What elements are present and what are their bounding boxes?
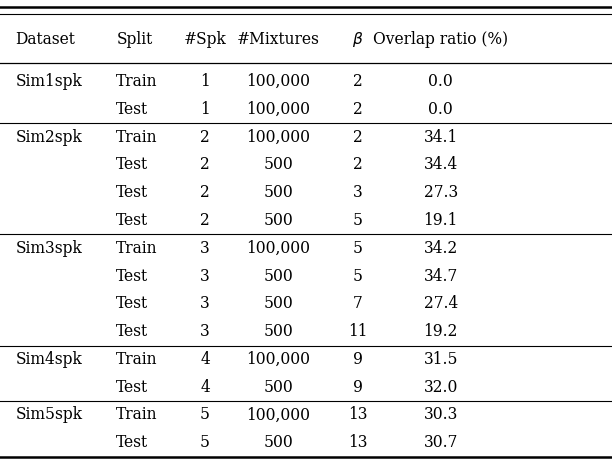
Text: Test: Test xyxy=(116,184,148,201)
Text: Test: Test xyxy=(116,267,148,285)
Text: 2: 2 xyxy=(353,129,363,145)
Text: 500: 500 xyxy=(264,323,293,340)
Text: 4: 4 xyxy=(200,379,210,396)
Text: 34.4: 34.4 xyxy=(424,157,458,173)
Text: Dataset: Dataset xyxy=(15,31,75,48)
Text: Split: Split xyxy=(116,31,152,48)
Text: Test: Test xyxy=(116,379,148,396)
Text: 100,000: 100,000 xyxy=(247,351,310,368)
Text: 3: 3 xyxy=(200,267,210,285)
Text: 19.1: 19.1 xyxy=(424,212,458,229)
Text: 4: 4 xyxy=(200,351,210,368)
Text: Test: Test xyxy=(116,295,148,312)
Text: 27.3: 27.3 xyxy=(424,184,458,201)
Text: Train: Train xyxy=(116,129,158,145)
Text: 7: 7 xyxy=(353,295,363,312)
Text: 3: 3 xyxy=(200,323,210,340)
Text: #Spk: #Spk xyxy=(184,31,226,48)
Text: 500: 500 xyxy=(264,157,293,173)
Text: 34.2: 34.2 xyxy=(424,240,458,257)
Text: 3: 3 xyxy=(200,240,210,257)
Text: 500: 500 xyxy=(264,379,293,396)
Text: Overlap ratio (%): Overlap ratio (%) xyxy=(373,31,508,48)
Text: 2: 2 xyxy=(200,157,210,173)
Text: Train: Train xyxy=(116,351,158,368)
Text: 2: 2 xyxy=(353,101,363,118)
Text: 9: 9 xyxy=(353,379,363,396)
Text: Sim2spk: Sim2spk xyxy=(15,129,82,145)
Text: 5: 5 xyxy=(353,267,363,285)
Text: 34.7: 34.7 xyxy=(424,267,458,285)
Text: 19.2: 19.2 xyxy=(424,323,458,340)
Text: 2: 2 xyxy=(200,212,210,229)
Text: 500: 500 xyxy=(264,295,293,312)
Text: 5: 5 xyxy=(200,434,210,451)
Text: 2: 2 xyxy=(353,157,363,173)
Text: 0.0: 0.0 xyxy=(428,101,453,118)
Text: 3: 3 xyxy=(200,295,210,312)
Text: 100,000: 100,000 xyxy=(247,73,310,90)
Text: 500: 500 xyxy=(264,267,293,285)
Text: $\beta$: $\beta$ xyxy=(353,30,364,49)
Text: Test: Test xyxy=(116,212,148,229)
Text: 27.4: 27.4 xyxy=(424,295,458,312)
Text: Sim5spk: Sim5spk xyxy=(15,406,83,424)
Text: #Mixtures: #Mixtures xyxy=(237,31,320,48)
Text: 100,000: 100,000 xyxy=(247,129,310,145)
Text: Test: Test xyxy=(116,157,148,173)
Text: 13: 13 xyxy=(348,434,368,451)
Text: 500: 500 xyxy=(264,434,293,451)
Text: 2: 2 xyxy=(353,73,363,90)
Text: 30.3: 30.3 xyxy=(424,406,458,424)
Text: 100,000: 100,000 xyxy=(247,240,310,257)
Text: 2: 2 xyxy=(200,184,210,201)
Text: 11: 11 xyxy=(348,323,368,340)
Text: 0.0: 0.0 xyxy=(428,73,453,90)
Text: 5: 5 xyxy=(200,406,210,424)
Text: 5: 5 xyxy=(353,212,363,229)
Text: Sim3spk: Sim3spk xyxy=(15,240,82,257)
Text: 3: 3 xyxy=(353,184,363,201)
Text: 100,000: 100,000 xyxy=(247,101,310,118)
Text: 13: 13 xyxy=(348,406,368,424)
Text: Train: Train xyxy=(116,240,158,257)
Text: Test: Test xyxy=(116,323,148,340)
Text: 1: 1 xyxy=(200,101,210,118)
Text: 9: 9 xyxy=(353,351,363,368)
Text: 31.5: 31.5 xyxy=(424,351,458,368)
Text: 100,000: 100,000 xyxy=(247,406,310,424)
Text: 5: 5 xyxy=(353,240,363,257)
Text: Test: Test xyxy=(116,434,148,451)
Text: Train: Train xyxy=(116,73,158,90)
Text: 2: 2 xyxy=(200,129,210,145)
Text: 1: 1 xyxy=(200,73,210,90)
Text: 500: 500 xyxy=(264,212,293,229)
Text: Train: Train xyxy=(116,406,158,424)
Text: 34.1: 34.1 xyxy=(424,129,458,145)
Text: Sim4spk: Sim4spk xyxy=(15,351,82,368)
Text: 32.0: 32.0 xyxy=(424,379,458,396)
Text: 500: 500 xyxy=(264,184,293,201)
Text: Sim1spk: Sim1spk xyxy=(15,73,82,90)
Text: Test: Test xyxy=(116,101,148,118)
Text: 30.7: 30.7 xyxy=(424,434,458,451)
